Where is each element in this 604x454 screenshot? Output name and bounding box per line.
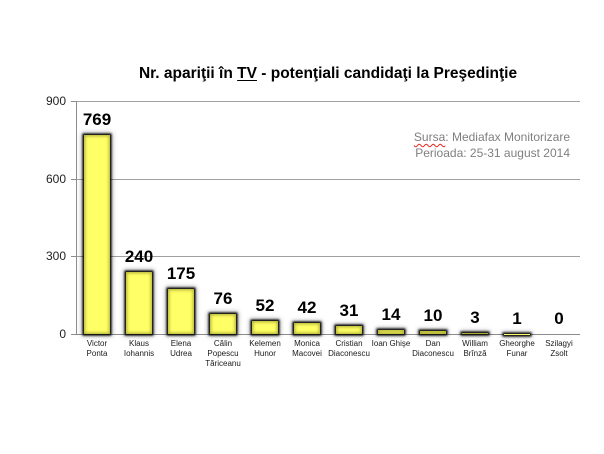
value-label-ioan-ghise: 14 xyxy=(381,305,401,325)
category-label-calin-popescu-tariceanu: Călin Popescu Tăriceanu xyxy=(205,339,241,368)
x-axis-line xyxy=(76,334,580,335)
y-tick-label-900: 900 xyxy=(45,94,66,108)
y-tick-label-300: 300 xyxy=(45,249,66,264)
category-label-kelemen-hunor: Kelemen Hunor xyxy=(249,339,281,358)
title-underlined-word: TV xyxy=(237,65,257,82)
period-note: Perioada: 25-31 august 2014 xyxy=(415,146,570,160)
category-label-monica-macovei: Monica Macovei xyxy=(292,339,322,358)
y-axis-line xyxy=(76,101,77,334)
bar-klaus-iohannis xyxy=(126,271,152,334)
y-tick-label-0: 0 xyxy=(59,327,66,341)
category-label-elena-udrea: Elena Udrea xyxy=(170,339,192,358)
category-label-dan-diaconescu: Dan Diaconescu xyxy=(412,339,454,358)
category-label-william-brinza: William Brînză xyxy=(462,339,488,358)
value-label-calin-popescu-tariceanu: 76 xyxy=(213,289,233,309)
bar-kelemen-hunor xyxy=(252,320,278,334)
bar-calin-popescu-tariceanu xyxy=(210,314,236,334)
gridline-900 xyxy=(76,101,580,102)
y-tick-mark-0 xyxy=(71,334,76,335)
value-label-monica-macovei: 42 xyxy=(297,298,317,318)
y-tick-mark-600 xyxy=(71,179,76,180)
gridline-300 xyxy=(76,256,580,257)
category-label-ioan-ghise: Ioan Ghişe xyxy=(371,339,411,348)
value-label-gheorghe-funar: 1 xyxy=(512,308,522,328)
category-label-cristian-diaconescu: Cristian Diaconescu xyxy=(328,339,370,358)
value-label-dan-diaconescu: 10 xyxy=(423,306,443,326)
source-note: Sursa: Mediafax Monitorizare xyxy=(413,130,570,144)
bar-william-brinza xyxy=(462,333,488,334)
bar-elena-udrea xyxy=(168,288,194,334)
value-label-kelemen-hunor: 52 xyxy=(255,295,275,315)
y-tick-label-600: 600 xyxy=(45,171,66,186)
bar-victor-ponta xyxy=(84,134,110,334)
chart-title: Nr. apariţii în TV - potenţiali candidaţ… xyxy=(138,65,518,82)
bar-ioan-ghise xyxy=(378,330,404,334)
value-label-victor-ponta: 769 xyxy=(82,109,112,129)
bar-cristian-diaconescu xyxy=(336,325,362,334)
category-label-klaus-iohannis: Klaus Iohannis xyxy=(123,339,155,358)
category-label-victor-ponta: Victor Ponta xyxy=(86,339,108,358)
y-tick-mark-900 xyxy=(71,101,76,102)
category-label-gheorghe-funar: Gheorghe Funar xyxy=(499,339,535,358)
value-label-william-brinza: 3 xyxy=(470,308,480,328)
bar-dan-diaconescu xyxy=(420,331,446,334)
value-label-elena-udrea: 175 xyxy=(166,263,196,283)
gridline-600 xyxy=(76,179,580,180)
bar-monica-macovei xyxy=(294,323,320,334)
value-label-cristian-diaconescu: 31 xyxy=(339,300,359,320)
spellcheck-squiggle: Sursa xyxy=(413,130,446,144)
y-tick-mark-300 xyxy=(71,256,76,257)
value-label-szilagyi-zsolt: 0 xyxy=(554,309,564,328)
category-label-szilagyi-zsolt: Szilagyi Zsolt xyxy=(545,339,573,358)
value-label-klaus-iohannis: 240 xyxy=(124,246,154,266)
